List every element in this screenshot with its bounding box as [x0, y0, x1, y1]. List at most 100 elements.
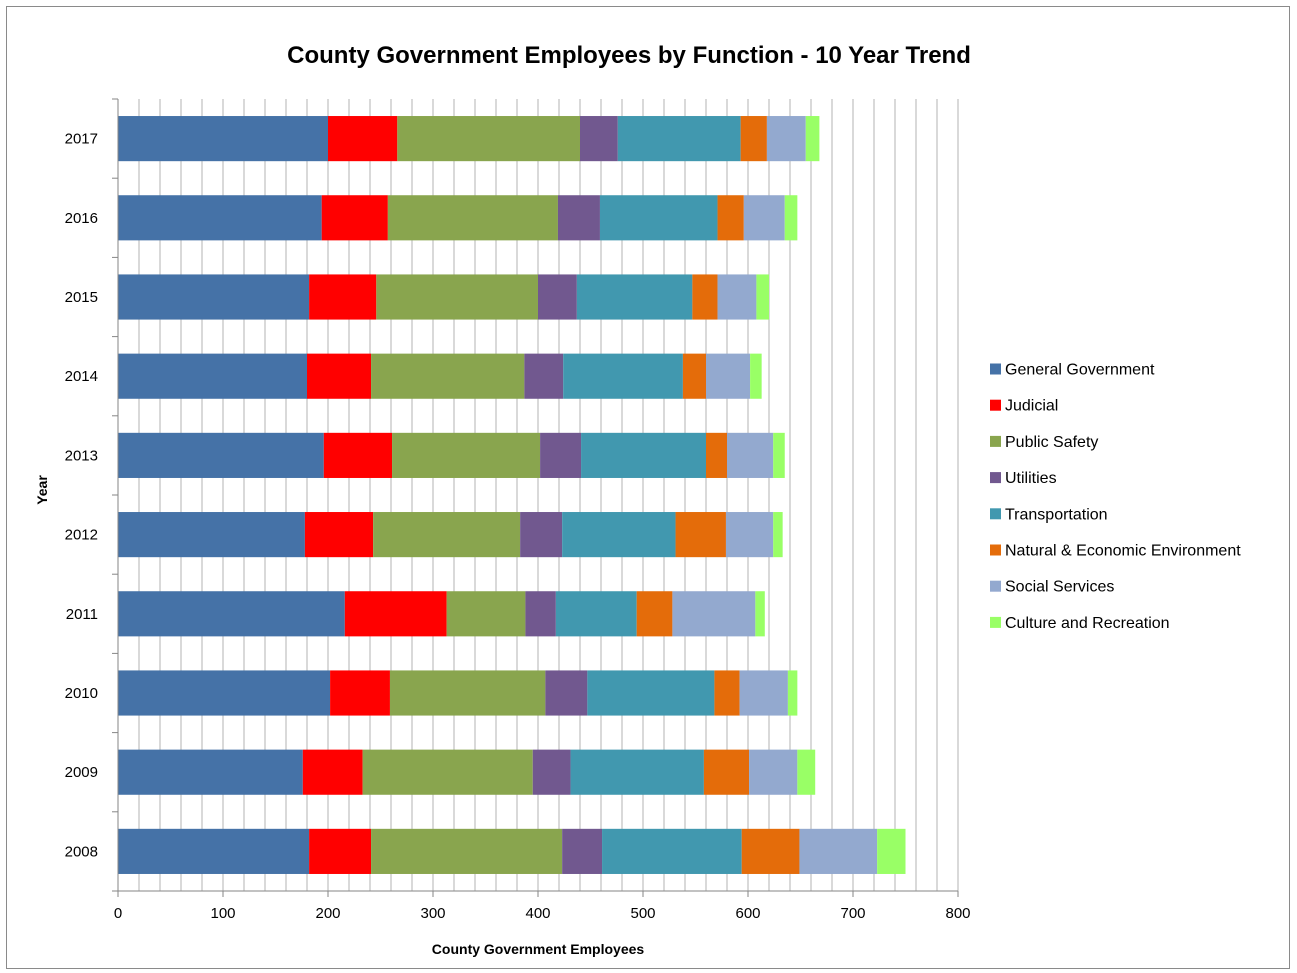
legend-swatch — [990, 544, 1001, 556]
bar-segment — [727, 432, 774, 478]
bar-segment — [787, 670, 798, 716]
y-tick-label: 2017 — [65, 131, 98, 148]
bar-segment — [692, 274, 718, 320]
bar-segment — [524, 353, 564, 399]
bar-segment — [118, 591, 345, 637]
legend-label: Utilities — [1005, 470, 1057, 487]
bar-segment — [538, 274, 577, 320]
bar-segment — [717, 195, 744, 241]
y-axis-title: Year — [34, 475, 50, 505]
bar-segment — [799, 828, 878, 874]
legend-swatch — [990, 472, 1001, 484]
legend-swatch — [990, 363, 1001, 375]
axes — [112, 98, 959, 897]
bar-segment — [545, 670, 588, 716]
bar-segment — [675, 512, 726, 558]
bar-segment — [389, 670, 546, 716]
bar-segment — [714, 670, 740, 716]
bar-segment — [371, 353, 525, 399]
chart-frame: County Government Employees by Function … — [6, 6, 1290, 969]
bar-segment — [118, 116, 328, 162]
x-axis-title: County Government Employees — [432, 941, 645, 957]
bars — [118, 116, 906, 874]
bar-segment — [392, 432, 541, 478]
bar-segment — [118, 353, 307, 399]
bar-segment — [309, 274, 377, 320]
bar-segment — [755, 591, 765, 637]
bar-segment — [749, 749, 798, 795]
bar-segment — [756, 274, 769, 320]
bar-segment — [706, 432, 727, 478]
bar-segment — [446, 591, 526, 637]
legend-label: Natural & Economic Environment — [1005, 543, 1241, 560]
bar-segment — [740, 116, 767, 162]
bar-segment — [304, 512, 374, 558]
y-tick-label: 2016 — [65, 210, 98, 227]
tick-labels: 2017201620152014201320122011201020092008… — [65, 131, 971, 922]
x-tick-label: 0 — [114, 905, 122, 922]
bar-segment — [581, 432, 706, 478]
bar-segment — [580, 116, 618, 162]
bar-segment — [118, 828, 310, 874]
x-tick-label: 800 — [945, 905, 970, 922]
legend-label: Transportation — [1005, 506, 1108, 523]
bar-segment — [118, 670, 331, 716]
bar-segment — [330, 670, 390, 716]
bar-segment — [766, 116, 806, 162]
bar-segment — [599, 195, 718, 241]
legend-label: General Government — [1005, 362, 1155, 379]
bar-segment — [118, 195, 322, 241]
bar-segment — [576, 274, 693, 320]
bar-segment — [743, 195, 785, 241]
legend-swatch — [990, 580, 1001, 592]
bar-segment — [636, 591, 673, 637]
y-tick-label: 2013 — [65, 447, 98, 464]
bar-segment — [323, 432, 393, 478]
x-tick-label: 400 — [525, 905, 550, 922]
x-tick-label: 700 — [840, 905, 865, 922]
y-tick-label: 2015 — [65, 289, 98, 306]
legend: General Government Judicial Public Safety U… — [990, 362, 1241, 632]
bar-segment — [371, 828, 563, 874]
bar-segment — [302, 749, 363, 795]
legend-label: Social Services — [1005, 579, 1114, 596]
bar-segment — [532, 749, 571, 795]
bar-segment — [797, 749, 816, 795]
legend-label: Culture and Recreation — [1005, 615, 1170, 632]
legend-swatch — [990, 435, 1001, 447]
bar-segment — [563, 353, 683, 399]
bar-segment — [672, 591, 756, 637]
bar-segment — [706, 353, 751, 399]
bar-segment — [784, 195, 798, 241]
legend-swatch — [990, 508, 1001, 520]
y-tick-label: 2010 — [65, 685, 98, 702]
bar-segment — [397, 116, 580, 162]
y-tick-label: 2012 — [65, 527, 98, 544]
bar-segment — [540, 432, 582, 478]
x-tick-label: 500 — [630, 905, 655, 922]
x-tick-label: 600 — [735, 905, 760, 922]
bar-segment — [741, 828, 800, 874]
bar-segment — [555, 591, 637, 637]
bar-segment — [602, 828, 742, 874]
bar-segment — [562, 828, 603, 874]
x-tick-label: 300 — [420, 905, 445, 922]
bar-segment — [587, 670, 715, 716]
bar-segment — [703, 749, 750, 795]
x-tick-label: 100 — [210, 905, 235, 922]
bar-segment — [118, 749, 303, 795]
bar-segment — [362, 749, 533, 795]
bar-segment — [118, 512, 305, 558]
bar-segment — [344, 591, 447, 637]
bar-segment — [328, 116, 398, 162]
bar-segment — [773, 512, 783, 558]
x-tick-label: 200 — [315, 905, 340, 922]
bar-segment — [805, 116, 820, 162]
legend-swatch — [990, 616, 1001, 628]
bar-segment — [118, 432, 324, 478]
y-tick-label: 2014 — [65, 368, 98, 385]
legend-label: Public Safety — [1005, 434, 1098, 451]
bar-segment — [520, 512, 563, 558]
bar-segment — [617, 116, 741, 162]
bar-segment — [877, 828, 906, 874]
